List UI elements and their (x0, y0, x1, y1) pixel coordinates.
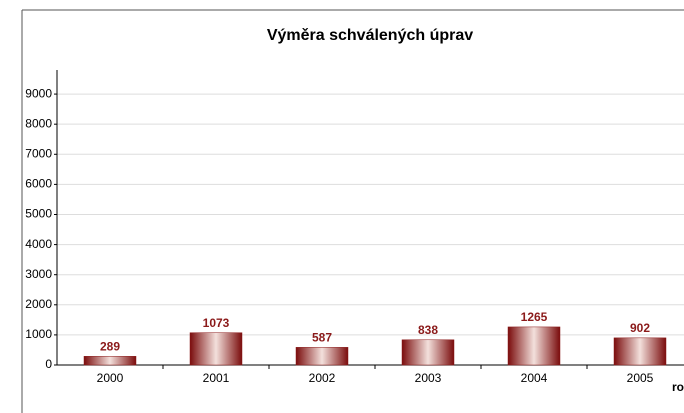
y-tick-label: 0 (45, 357, 52, 371)
bar (189, 332, 243, 366)
bar (507, 326, 561, 366)
x-axis-label: ro (672, 380, 684, 394)
value-label: 289 (100, 339, 120, 353)
value-label: 902 (630, 321, 650, 335)
y-tick-label: 2000 (25, 297, 52, 311)
x-tick-label: 2004 (521, 371, 548, 385)
x-tick-label: 2001 (203, 371, 230, 385)
y-tick-label: 7000 (25, 146, 52, 160)
x-tick-label: 2003 (415, 371, 442, 385)
y-tick-label: 3000 (25, 267, 52, 281)
y-tick-label: 6000 (25, 177, 52, 191)
bar (401, 339, 455, 366)
bar (83, 356, 137, 366)
bar (613, 337, 667, 366)
value-label: 587 (312, 331, 332, 345)
y-tick-label: 8000 (25, 116, 52, 130)
y-tick-label: 4000 (25, 237, 52, 251)
y-tick-label: 5000 (25, 207, 52, 221)
x-tick-label: 2002 (309, 371, 336, 385)
chart-title: Výměra schválených úprav (267, 27, 473, 44)
x-tick-label: 2005 (627, 371, 654, 385)
x-tick-label: 2000 (97, 371, 124, 385)
y-tick-label: 1000 (25, 327, 52, 341)
value-label: 1073 (203, 316, 230, 330)
value-label: 1265 (521, 310, 548, 324)
y-tick-label: 9000 (25, 86, 52, 100)
bar (295, 347, 349, 366)
value-label: 838 (418, 323, 438, 337)
